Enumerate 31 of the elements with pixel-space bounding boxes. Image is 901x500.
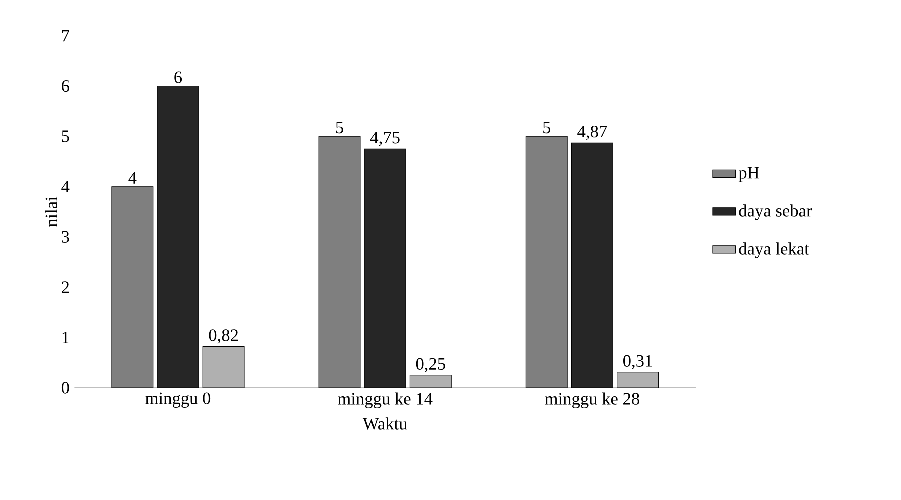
- data-label: 0,25: [416, 358, 446, 372]
- x-tick-label: minggu 0: [146, 392, 211, 408]
- bar: [202, 346, 245, 388]
- y-tick-label: 5: [62, 130, 70, 142]
- y-tick-label: 4: [62, 181, 70, 193]
- data-label: 4,87: [578, 126, 608, 140]
- data-label: 0,31: [624, 355, 652, 370]
- bar: [410, 375, 452, 388]
- legend-label: daya sebar: [739, 204, 812, 220]
- bar: [157, 86, 200, 388]
- y-tick-label: 3: [62, 231, 70, 243]
- data-label: 4: [128, 172, 137, 184]
- x-tick-label: minggu ke 28: [545, 392, 640, 408]
- bar: [364, 148, 406, 388]
- bar: [571, 142, 614, 388]
- y-axis-title: nilai: [45, 196, 58, 227]
- data-label: 4,75: [370, 132, 400, 146]
- data-label: 5: [336, 122, 344, 134]
- y-tick-label: 6: [62, 80, 70, 92]
- legend-label: pH: [738, 167, 760, 182]
- data-label: 0,82: [209, 330, 238, 344]
- x-axis-title: Waktu: [362, 418, 408, 430]
- y-tick-label: 0: [62, 382, 70, 394]
- bar: [617, 372, 659, 388]
- legend-label: daya lekat: [739, 242, 810, 258]
- data-label: 5: [544, 122, 551, 134]
- x-tick-label: minggu ke 14: [338, 392, 433, 408]
- data-label: 6: [174, 72, 182, 84]
- y-tick-label: 2: [62, 282, 70, 294]
- y-tick-label: 7: [62, 30, 70, 42]
- y-tick-label: 1: [62, 332, 69, 344]
